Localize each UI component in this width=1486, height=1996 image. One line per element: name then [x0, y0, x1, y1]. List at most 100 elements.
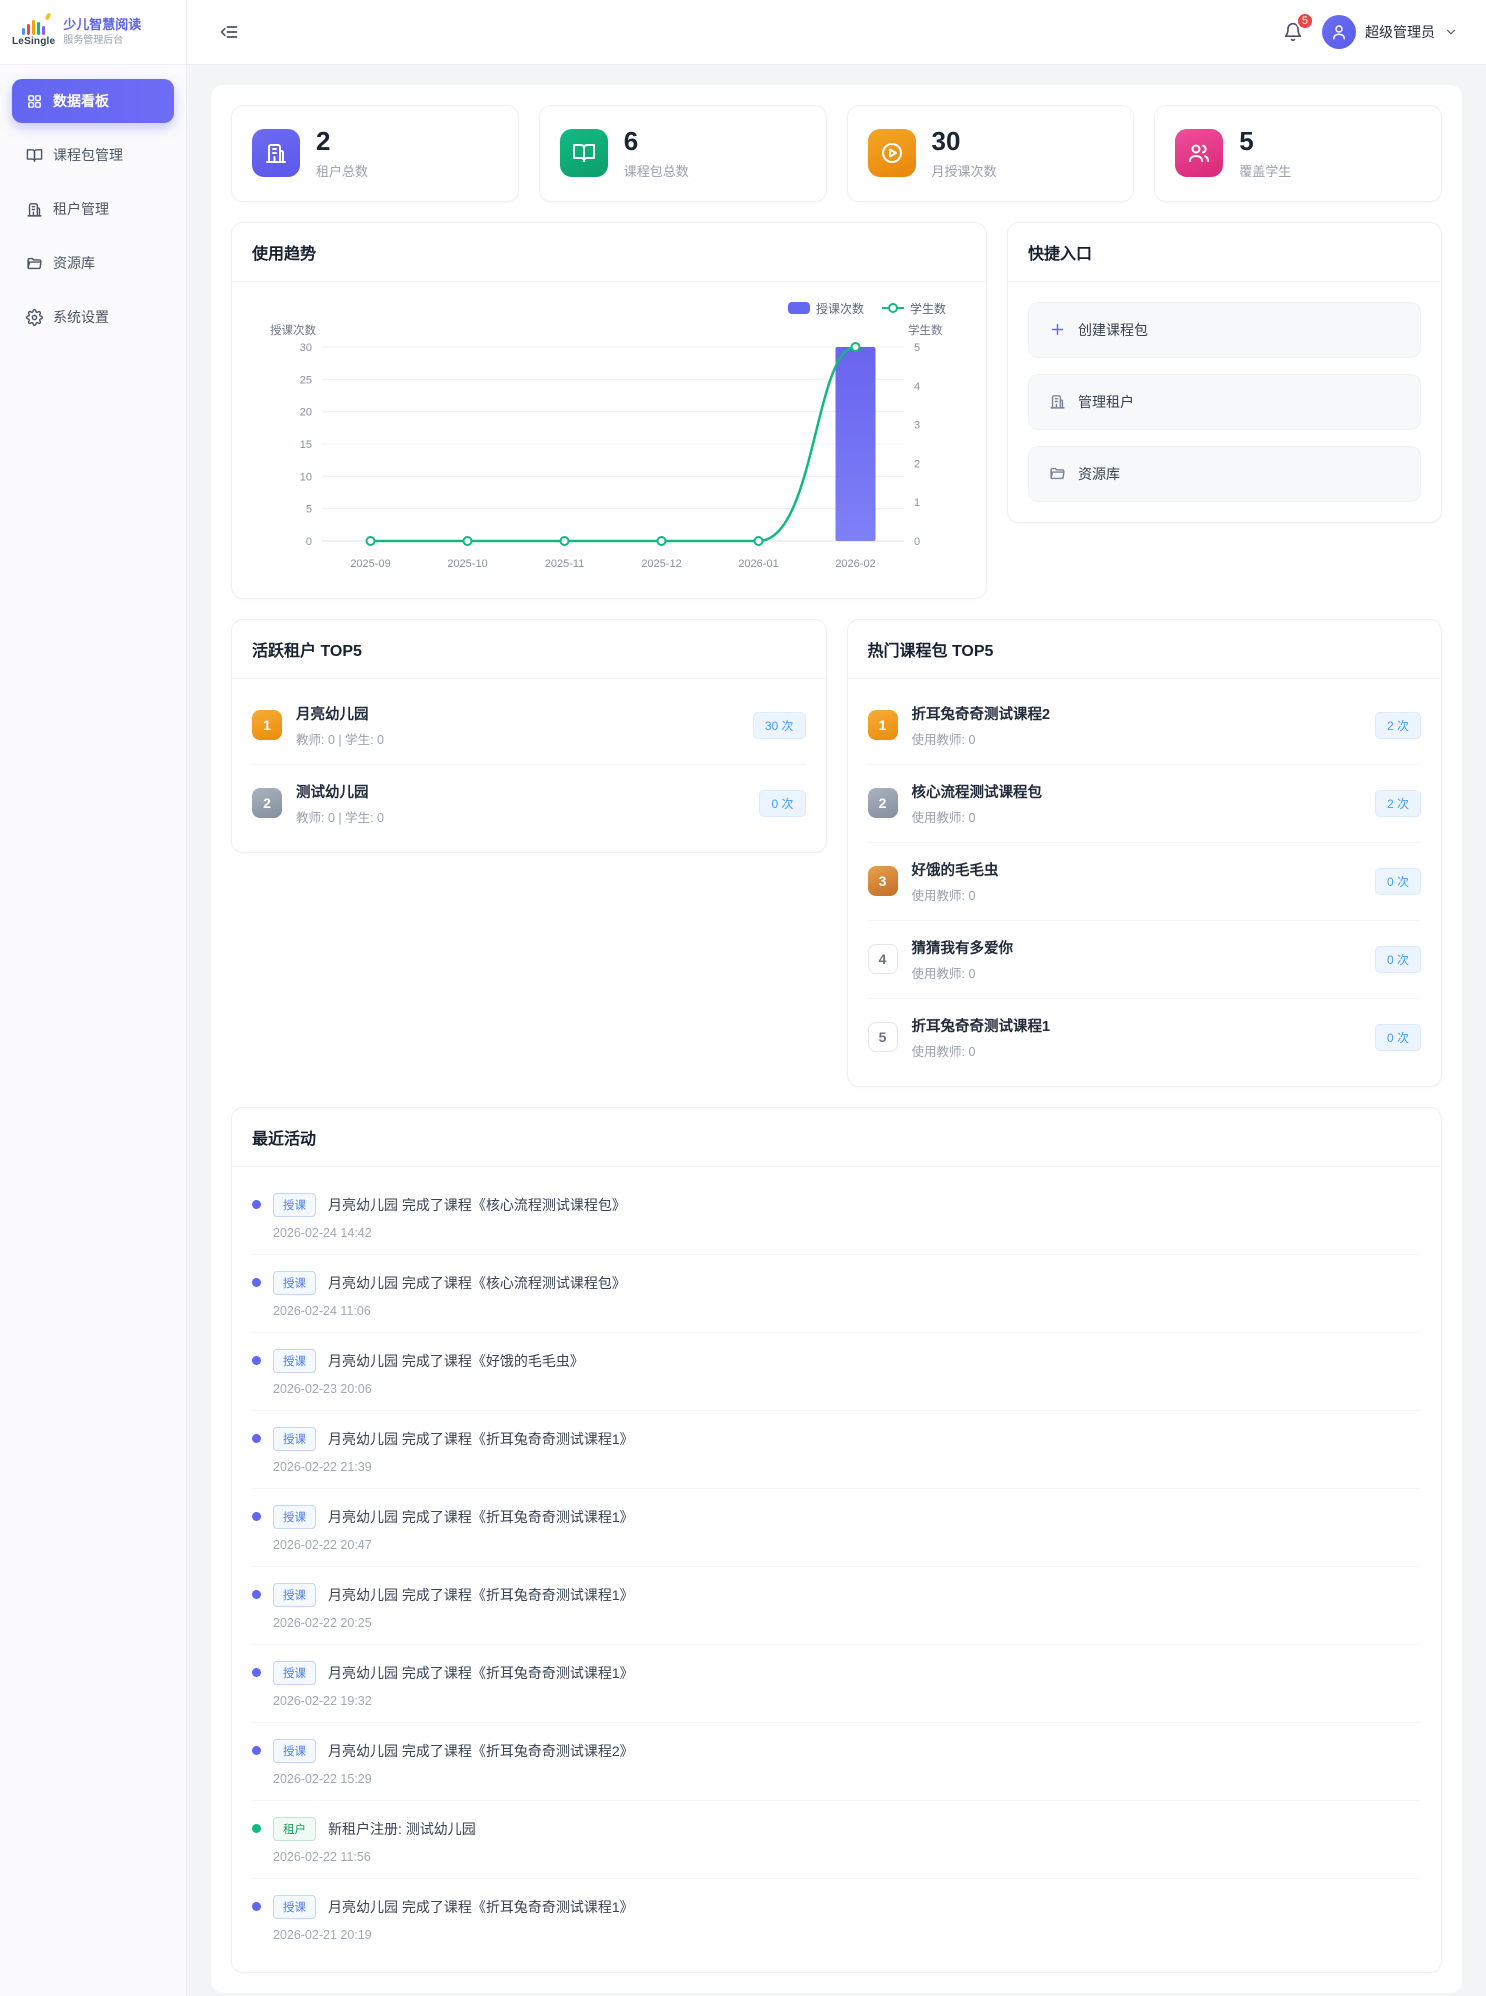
activity-dot-icon	[252, 1200, 261, 1210]
activity-timestamp: 2026-02-23 20:06	[273, 1381, 372, 1396]
activity-text: 新租户注册: 测试幼儿园	[328, 1820, 476, 1837]
activity-row: 授课 月亮幼儿园 完成了课程《折耳兔奇奇测试课程1》 2026-02-22 19:3…	[252, 1645, 1421, 1723]
activity-timestamp: 2026-02-24 11:06	[273, 1303, 371, 1318]
usage-count-badge: 30 次	[752, 711, 806, 739]
svg-text:4: 4	[914, 380, 920, 392]
folder-icon	[1050, 467, 1065, 480]
activity-dot-icon	[252, 1356, 261, 1366]
svg-text:25: 25	[300, 374, 312, 386]
svg-text:3: 3	[914, 419, 920, 431]
activity-row: 授课 月亮幼儿园 完成了课程《核心流程测试课程包》 2026-02-24 14:42	[252, 1177, 1421, 1255]
legend-item-students[interactable]: 学生数	[881, 300, 946, 317]
activity-timestamp: 2026-02-24 14:42	[273, 1225, 372, 1240]
svg-text:0: 0	[306, 536, 312, 548]
package-meta: 使用教师: 0	[911, 888, 976, 903]
quick-links-panel: 快捷入口 创建课程包 管理租户	[1007, 221, 1442, 523]
sidebar-item-resources[interactable]: 资源库	[12, 241, 174, 285]
svg-text:15: 15	[300, 439, 312, 451]
play-circle-icon	[867, 129, 916, 178]
notification-badge: 5	[1295, 12, 1314, 30]
building-icon	[252, 129, 300, 178]
middle-row: 使用趋势 授课次数 学生数 0 5 10 15 20 25 30 0 1 2 3 4 5 授课次数 学生数 2…	[231, 221, 1442, 599]
rank-badge: 1	[252, 710, 282, 741]
package-rank-row: 1 折耳兔奇奇测试课程2 使用教师: 0 2 次	[867, 687, 1421, 765]
stats-row: 2 租户总数 6 课程包总数 30	[231, 105, 1442, 202]
rank-badge: 5	[867, 1022, 898, 1053]
legend-label: 授课次数	[815, 301, 864, 316]
package-name: 折耳兔奇奇测试课程1	[911, 1018, 1051, 1035]
sidebar-collapse-button[interactable]	[215, 18, 243, 46]
activity-row: 授课 月亮幼儿园 完成了课程《折耳兔奇奇测试课程1》 2026-02-22 21:3…	[252, 1411, 1421, 1489]
sidebar-item-dashboard[interactable]: 数据看板	[12, 79, 174, 123]
package-meta: 使用教师: 0	[911, 810, 976, 825]
svg-text:0: 0	[914, 536, 920, 548]
sidebar-item-settings[interactable]: 系统设置	[12, 295, 174, 339]
activity-row: 授课 月亮幼儿园 完成了课程《折耳兔奇奇测试课程2》 2026-02-22 15:2…	[252, 1723, 1421, 1801]
package-meta: 使用教师: 0	[911, 732, 976, 747]
usage-count-badge: 2 次	[1374, 789, 1421, 817]
active-tenants-panel: 活跃租户 TOP5 1 月亮幼儿园 教师: 0 | 学生: 0 30 次	[231, 618, 827, 853]
logo-wordmark: LeSingle	[12, 36, 56, 47]
tenant-rank-row: 2 测试幼儿园 教师: 0 | 学生: 0 0 次	[252, 765, 806, 842]
notifications-button[interactable]: 5	[1280, 12, 1314, 45]
svg-text:2025-12: 2025-12	[641, 558, 681, 570]
stat-value: 2	[316, 126, 331, 156]
usage-count-badge: 2 次	[1374, 711, 1421, 739]
package-rank-row: 5 折耳兔奇奇测试课程1 使用教师: 0 0 次	[867, 999, 1421, 1076]
create-course-package-button[interactable]: 创建课程包	[1028, 301, 1421, 358]
gear-icon	[26, 308, 43, 326]
activity-timestamp: 2026-02-21 20:19	[273, 1927, 372, 1942]
activity-text: 月亮幼儿园 完成了课程《核心流程测试课程包》	[328, 1274, 626, 1291]
quick-link-label: 创建课程包	[1078, 321, 1148, 338]
svg-text:学生数: 学生数	[908, 323, 943, 337]
quick-link-label: 资源库	[1078, 465, 1120, 482]
activity-text: 月亮幼儿园 完成了课程《折耳兔奇奇测试课程1》	[328, 1664, 634, 1681]
activity-dot-icon	[252, 1746, 261, 1756]
rank-badge: 3	[867, 866, 898, 897]
sidebar-item-tenants[interactable]: 租户管理	[12, 187, 174, 231]
svg-text:2026-02: 2026-02	[835, 558, 875, 570]
stat-value: 30	[931, 126, 961, 156]
activity-row: 授课 月亮幼儿园 完成了课程《核心流程测试课程包》 2026-02-24 11:06	[252, 1255, 1421, 1333]
avatar	[1322, 15, 1356, 49]
resource-library-button[interactable]: 资源库	[1028, 445, 1421, 502]
activity-tag: 授课	[273, 1426, 316, 1451]
book-icon	[559, 129, 608, 178]
tenant-name: 测试幼儿园	[296, 784, 369, 801]
quick-link-label: 管理租户	[1078, 393, 1134, 410]
activity-text: 月亮幼儿园 完成了课程《折耳兔奇奇测试课程1》	[328, 1508, 634, 1525]
stat-card-tenants: 2 租户总数	[231, 105, 519, 202]
activity-timestamp: 2026-02-22 21:39	[273, 1459, 372, 1474]
chevron-down-icon	[1444, 25, 1458, 39]
package-name: 好饿的毛毛虫	[911, 862, 999, 879]
activity-tag: 授课	[273, 1192, 316, 1217]
tenant-meta: 教师: 0 | 学生: 0	[296, 810, 384, 825]
legend-item-lessons[interactable]: 授课次数	[787, 300, 864, 317]
dashboard-icon	[28, 94, 41, 108]
package-rank-row: 3 好饿的毛毛虫 使用教师: 0 0 次	[867, 843, 1421, 921]
topbar: 5 超级管理员	[187, 0, 1486, 65]
users-icon	[1175, 129, 1224, 178]
main-area: 2 租户总数 6 课程包总数 30	[187, 65, 1486, 1996]
activity-tag: 授课	[273, 1738, 316, 1763]
svg-text:2025-11: 2025-11	[545, 558, 585, 570]
activity-dot-icon	[252, 1824, 261, 1834]
activity-timestamp: 2026-02-22 19:32	[273, 1693, 372, 1708]
rank-badge: 4	[867, 944, 898, 975]
user-menu[interactable]: 超级管理员	[1322, 15, 1458, 49]
activity-tag: 授课	[273, 1504, 316, 1529]
activity-tag: 授课	[273, 1270, 316, 1295]
sidebar-item-label: 课程包管理	[53, 147, 123, 163]
bar-swatch-icon	[787, 302, 810, 315]
activity-dot-icon	[252, 1668, 261, 1678]
sidebar-item-label: 数据看板	[53, 93, 109, 109]
svg-text:2025-09: 2025-09	[350, 558, 390, 570]
manage-tenants-button[interactable]: 管理租户	[1028, 373, 1421, 430]
sidebar-item-course-packages[interactable]: 课程包管理	[12, 133, 174, 177]
app-subtitle: 服务管理后台	[63, 34, 124, 46]
usage-count-badge: 0 次	[1374, 945, 1421, 973]
svg-text:1: 1	[914, 497, 920, 509]
activity-timestamp: 2026-02-22 11:56	[273, 1849, 371, 1864]
activity-timestamp: 2026-02-22 15:29	[273, 1771, 372, 1786]
line-swatch-icon	[881, 302, 904, 314]
